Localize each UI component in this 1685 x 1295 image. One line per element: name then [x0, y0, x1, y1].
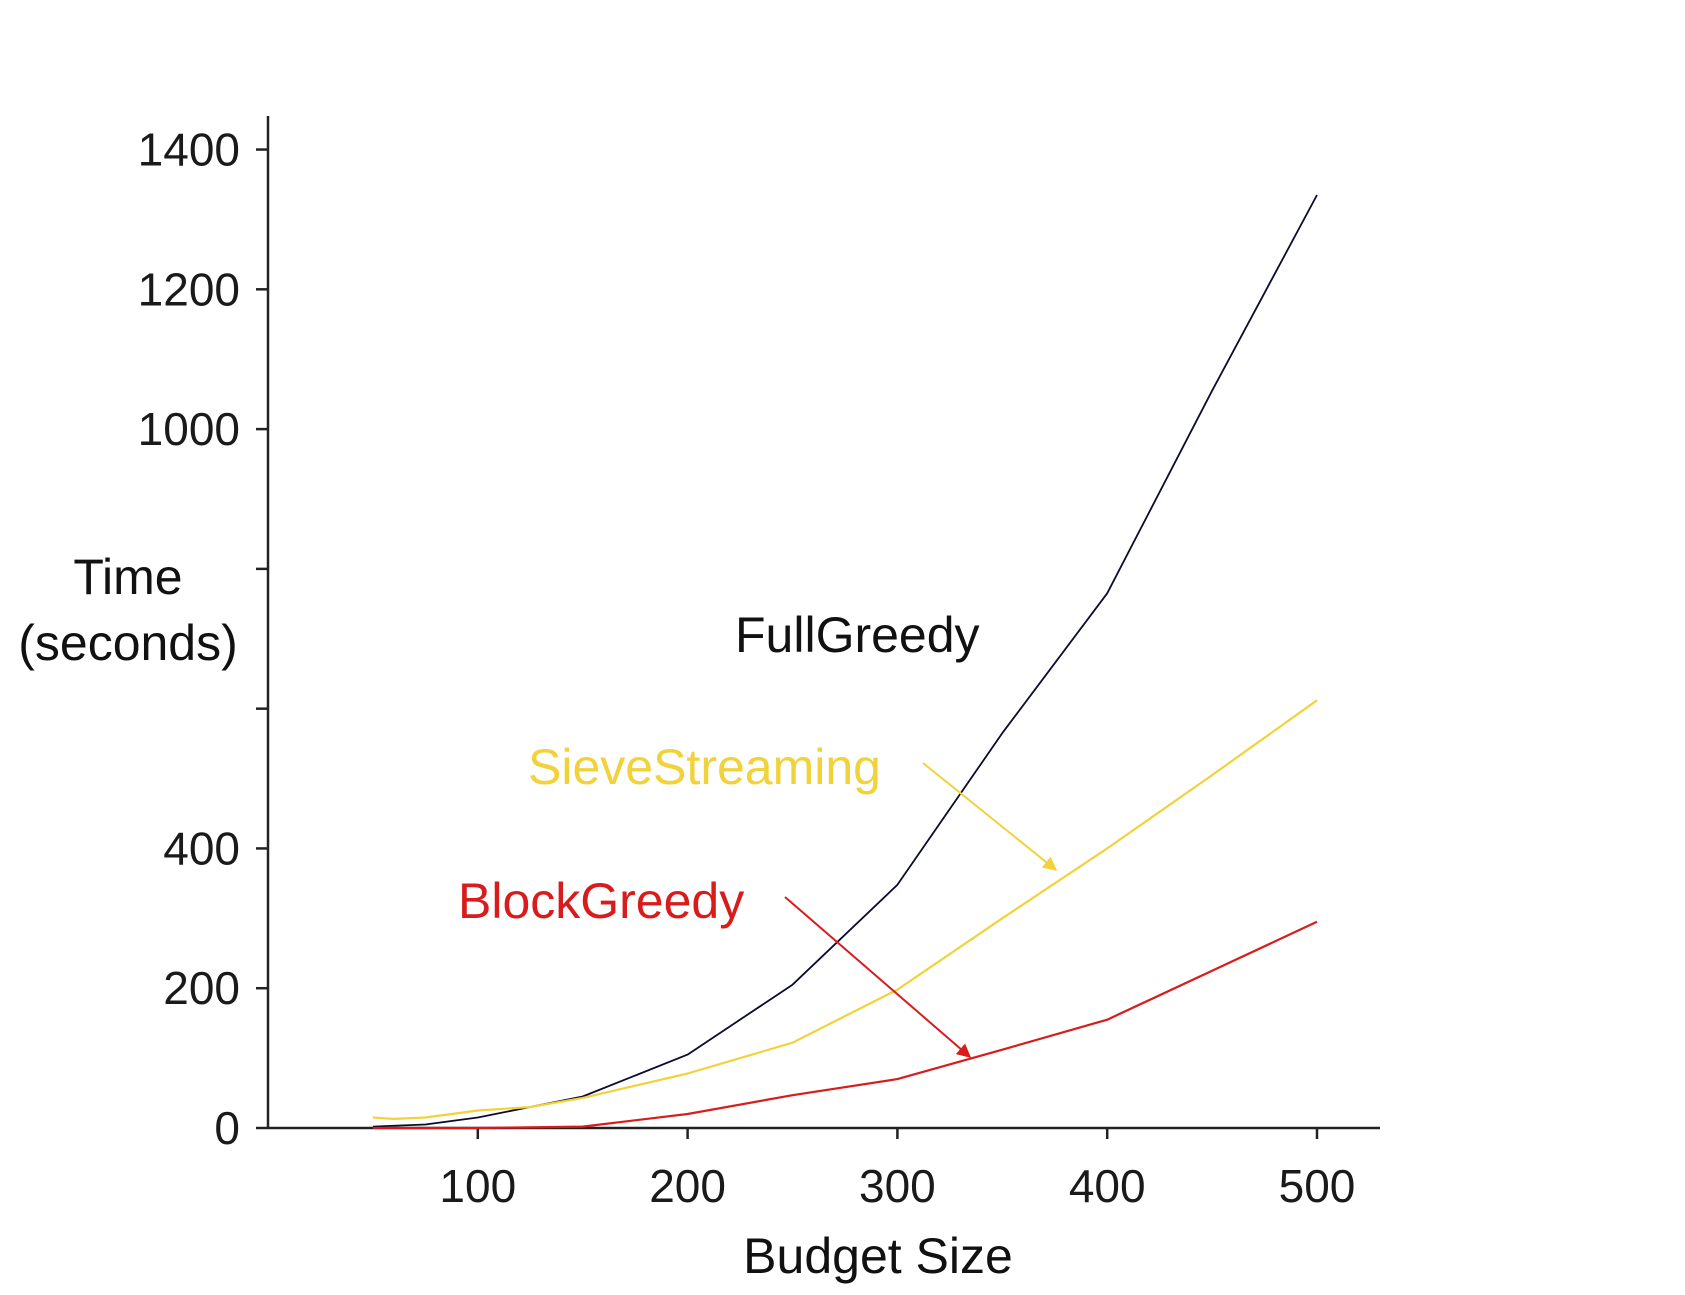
x-tick-label: 200: [649, 1160, 726, 1212]
blockgreedy-line: [372, 920, 1318, 1130]
y-tick-label: 0: [214, 1102, 240, 1154]
y-tick-label: 400: [163, 822, 240, 874]
fullgreedy-line: [372, 194, 1318, 1128]
x-axis-title: Budget Size: [743, 1228, 1013, 1284]
blockgreedy-label: BlockGreedy: [458, 873, 744, 929]
x-tick-label: 100: [439, 1160, 516, 1212]
x-tick-label: 500: [1279, 1160, 1356, 1212]
y-tick-label: 200: [163, 962, 240, 1014]
y-tick-label: 1000: [138, 403, 240, 455]
y-tick-label: 1400: [138, 124, 240, 176]
x-axis-ticks: 100 200 300 400 500: [439, 1128, 1355, 1212]
y-tick-label: 1200: [138, 263, 240, 315]
x-tick-label: 300: [859, 1160, 936, 1212]
blockgreedy-arrow: [784, 896, 972, 1058]
sievestreaming-line: [372, 699, 1318, 1121]
sievestreaming-label: SieveStreaming: [528, 739, 881, 795]
y-axis-title-line-2: (seconds): [18, 615, 238, 671]
x-tick-label: 400: [1069, 1160, 1146, 1212]
fullgreedy-label: FullGreedy: [735, 607, 980, 663]
y-axis-ticks: 0 200 400 1000 1200 1400: [138, 124, 268, 1154]
y-axis-title-line-1: Time: [73, 549, 182, 605]
sievestreaming-arrow: [922, 762, 1058, 871]
series-layer: [372, 194, 1318, 1130]
